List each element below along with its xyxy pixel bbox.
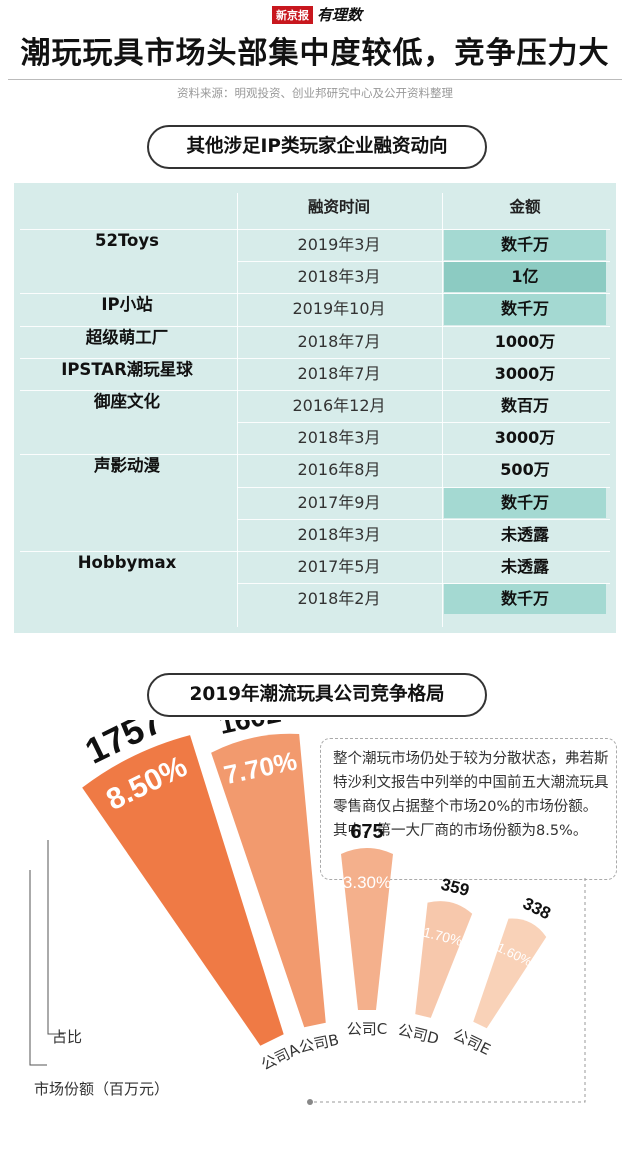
section1-title: 其他涉足IP类玩家企业融资动向 (147, 125, 487, 169)
company-name: Hobbymax (77, 553, 177, 572)
legend-bracket-share (47, 840, 64, 1035)
row-divider (237, 422, 610, 424)
funding-amount: 数千万 (500, 589, 549, 609)
column-divider (442, 193, 443, 627)
amount-cell-bg (444, 230, 606, 261)
note-connector (312, 878, 586, 1103)
row-divider (20, 293, 610, 295)
row-divider (20, 454, 610, 456)
funding-table-grid: 融资时间 金额 52Toys 2019年3月 数千万 2018年3月 1亿 IP小站 2019年… (14, 183, 616, 633)
bar (211, 733, 326, 1028)
bar (82, 735, 284, 1046)
row-divider (20, 390, 610, 391)
share-label: 3.30% (343, 873, 391, 892)
category-label: 公司C (347, 1020, 387, 1038)
funding-date: 2018年3月 (297, 524, 381, 544)
column-divider (237, 193, 238, 627)
row-divider (237, 486, 610, 488)
note-text: 整个潮玩市场仍处于较为分散状态，弗若斯特沙利文报告中列举的中国前五大潮流玩具零售… (333, 751, 609, 839)
funding-amount: 数千万 (500, 492, 549, 512)
bar (341, 847, 393, 1010)
category-label: 公司A (258, 1040, 303, 1074)
category-label: 公司E (450, 1025, 493, 1058)
amount-cell-bg (444, 455, 606, 486)
funding-date: 2016年12月 (292, 396, 386, 415)
brand-name: 新京报 (272, 5, 313, 24)
amount-cell-bg (444, 487, 606, 518)
value-label: 359 (439, 875, 471, 900)
funding-date: 2018年7月 (297, 363, 381, 383)
funding-date: 2016年8月 (297, 460, 381, 480)
category-label: 公司D (396, 1021, 441, 1049)
note-box: 整个潮玩市场仍处于较为分散状态，弗若斯特沙利文报告中列举的中国前五大潮流玩具零售… (320, 738, 617, 880)
brand-logo: 新京报 有理数 (272, 4, 362, 25)
funding-amount: 500万 (500, 460, 550, 480)
header-date: 融资时间 (307, 198, 370, 216)
funding-date: 2017年5月 (297, 557, 381, 576)
value-label: 675 (350, 821, 383, 843)
row-divider (20, 551, 610, 552)
funding-amount: 3000万 (494, 428, 556, 448)
source-note: 资料来源：明观投资、创业邦研究中心及公开资料整理 (177, 86, 453, 100)
funding-date: 2019年10月 (292, 299, 386, 319)
funding-amount: 数百万 (500, 396, 549, 415)
funding-amount: 未透露 (500, 557, 549, 576)
funding-amount: 未透露 (500, 524, 549, 544)
company-name: 声影动漫 (94, 456, 160, 476)
row-divider (237, 583, 610, 585)
company-name: 超级萌工厂 (85, 327, 169, 347)
legend-bracket-value (29, 870, 47, 1066)
legend-value-label: 市场份额（百万元） (34, 1080, 169, 1098)
company-name: 52Toys (95, 231, 159, 250)
amount-cell-bg (444, 262, 606, 293)
amount-cell-bg (444, 423, 606, 454)
funding-date: 2018年2月 (297, 589, 381, 609)
row-divider (237, 518, 610, 520)
funding-amount: 3000万 (494, 363, 556, 383)
page-title: 潮玩玩具市场头部集中度较低，竞争压力大 (20, 36, 610, 71)
funding-amount: 1亿 (511, 267, 539, 287)
row-divider (20, 357, 610, 359)
amount-cell-bg (444, 584, 606, 615)
amount-cell-bg (444, 519, 606, 550)
brand-column: 有理数 (317, 6, 363, 24)
amount-cell-bg (444, 552, 606, 583)
bar-group: 3.30% 675 公司C (341, 821, 393, 1038)
row-divider (20, 325, 610, 327)
funding-date: 2019年3月 (297, 235, 381, 254)
company-name: IP小站 (101, 295, 153, 315)
funding-date: 2018年3月 (297, 428, 381, 448)
amount-cell-bg (444, 326, 606, 357)
category-label: 公司B (297, 1031, 340, 1057)
company-name: 御座文化 (94, 392, 160, 411)
bar (473, 918, 547, 1029)
amount-cell-bg (444, 358, 606, 389)
row-divider (20, 229, 610, 230)
funding-date: 2017年9月 (297, 492, 381, 512)
funding-amount: 数千万 (500, 299, 549, 319)
funding-table: 融资时间 金额 52Toys 2019年3月 数千万 2018年3月 1亿 IP小站 2019年… (14, 183, 616, 633)
title-divider (8, 79, 622, 80)
company-name: IPSTAR潮玩星球 (61, 359, 193, 379)
note-connector-dot (307, 1099, 313, 1105)
funding-amount: 数千万 (500, 235, 549, 254)
row-divider (237, 261, 610, 263)
legend-share-label: 占比 (52, 1028, 82, 1046)
funding-date: 2018年3月 (297, 267, 381, 287)
funding-amount: 1000万 (494, 331, 556, 351)
funding-date: 2018年7月 (297, 331, 381, 351)
amount-cell-bg (444, 391, 606, 422)
section2-title: 2019年潮流玩具公司竞争格局 (147, 673, 487, 717)
amount-cell-bg (444, 294, 606, 325)
bar (415, 901, 473, 1018)
value-label: 338 (520, 894, 554, 924)
header-amount: 金额 (509, 198, 541, 216)
competition-chart: 8.50%1757公司A7.70%1602公司B3.30%675公司C1.70%… (29, 720, 586, 1105)
